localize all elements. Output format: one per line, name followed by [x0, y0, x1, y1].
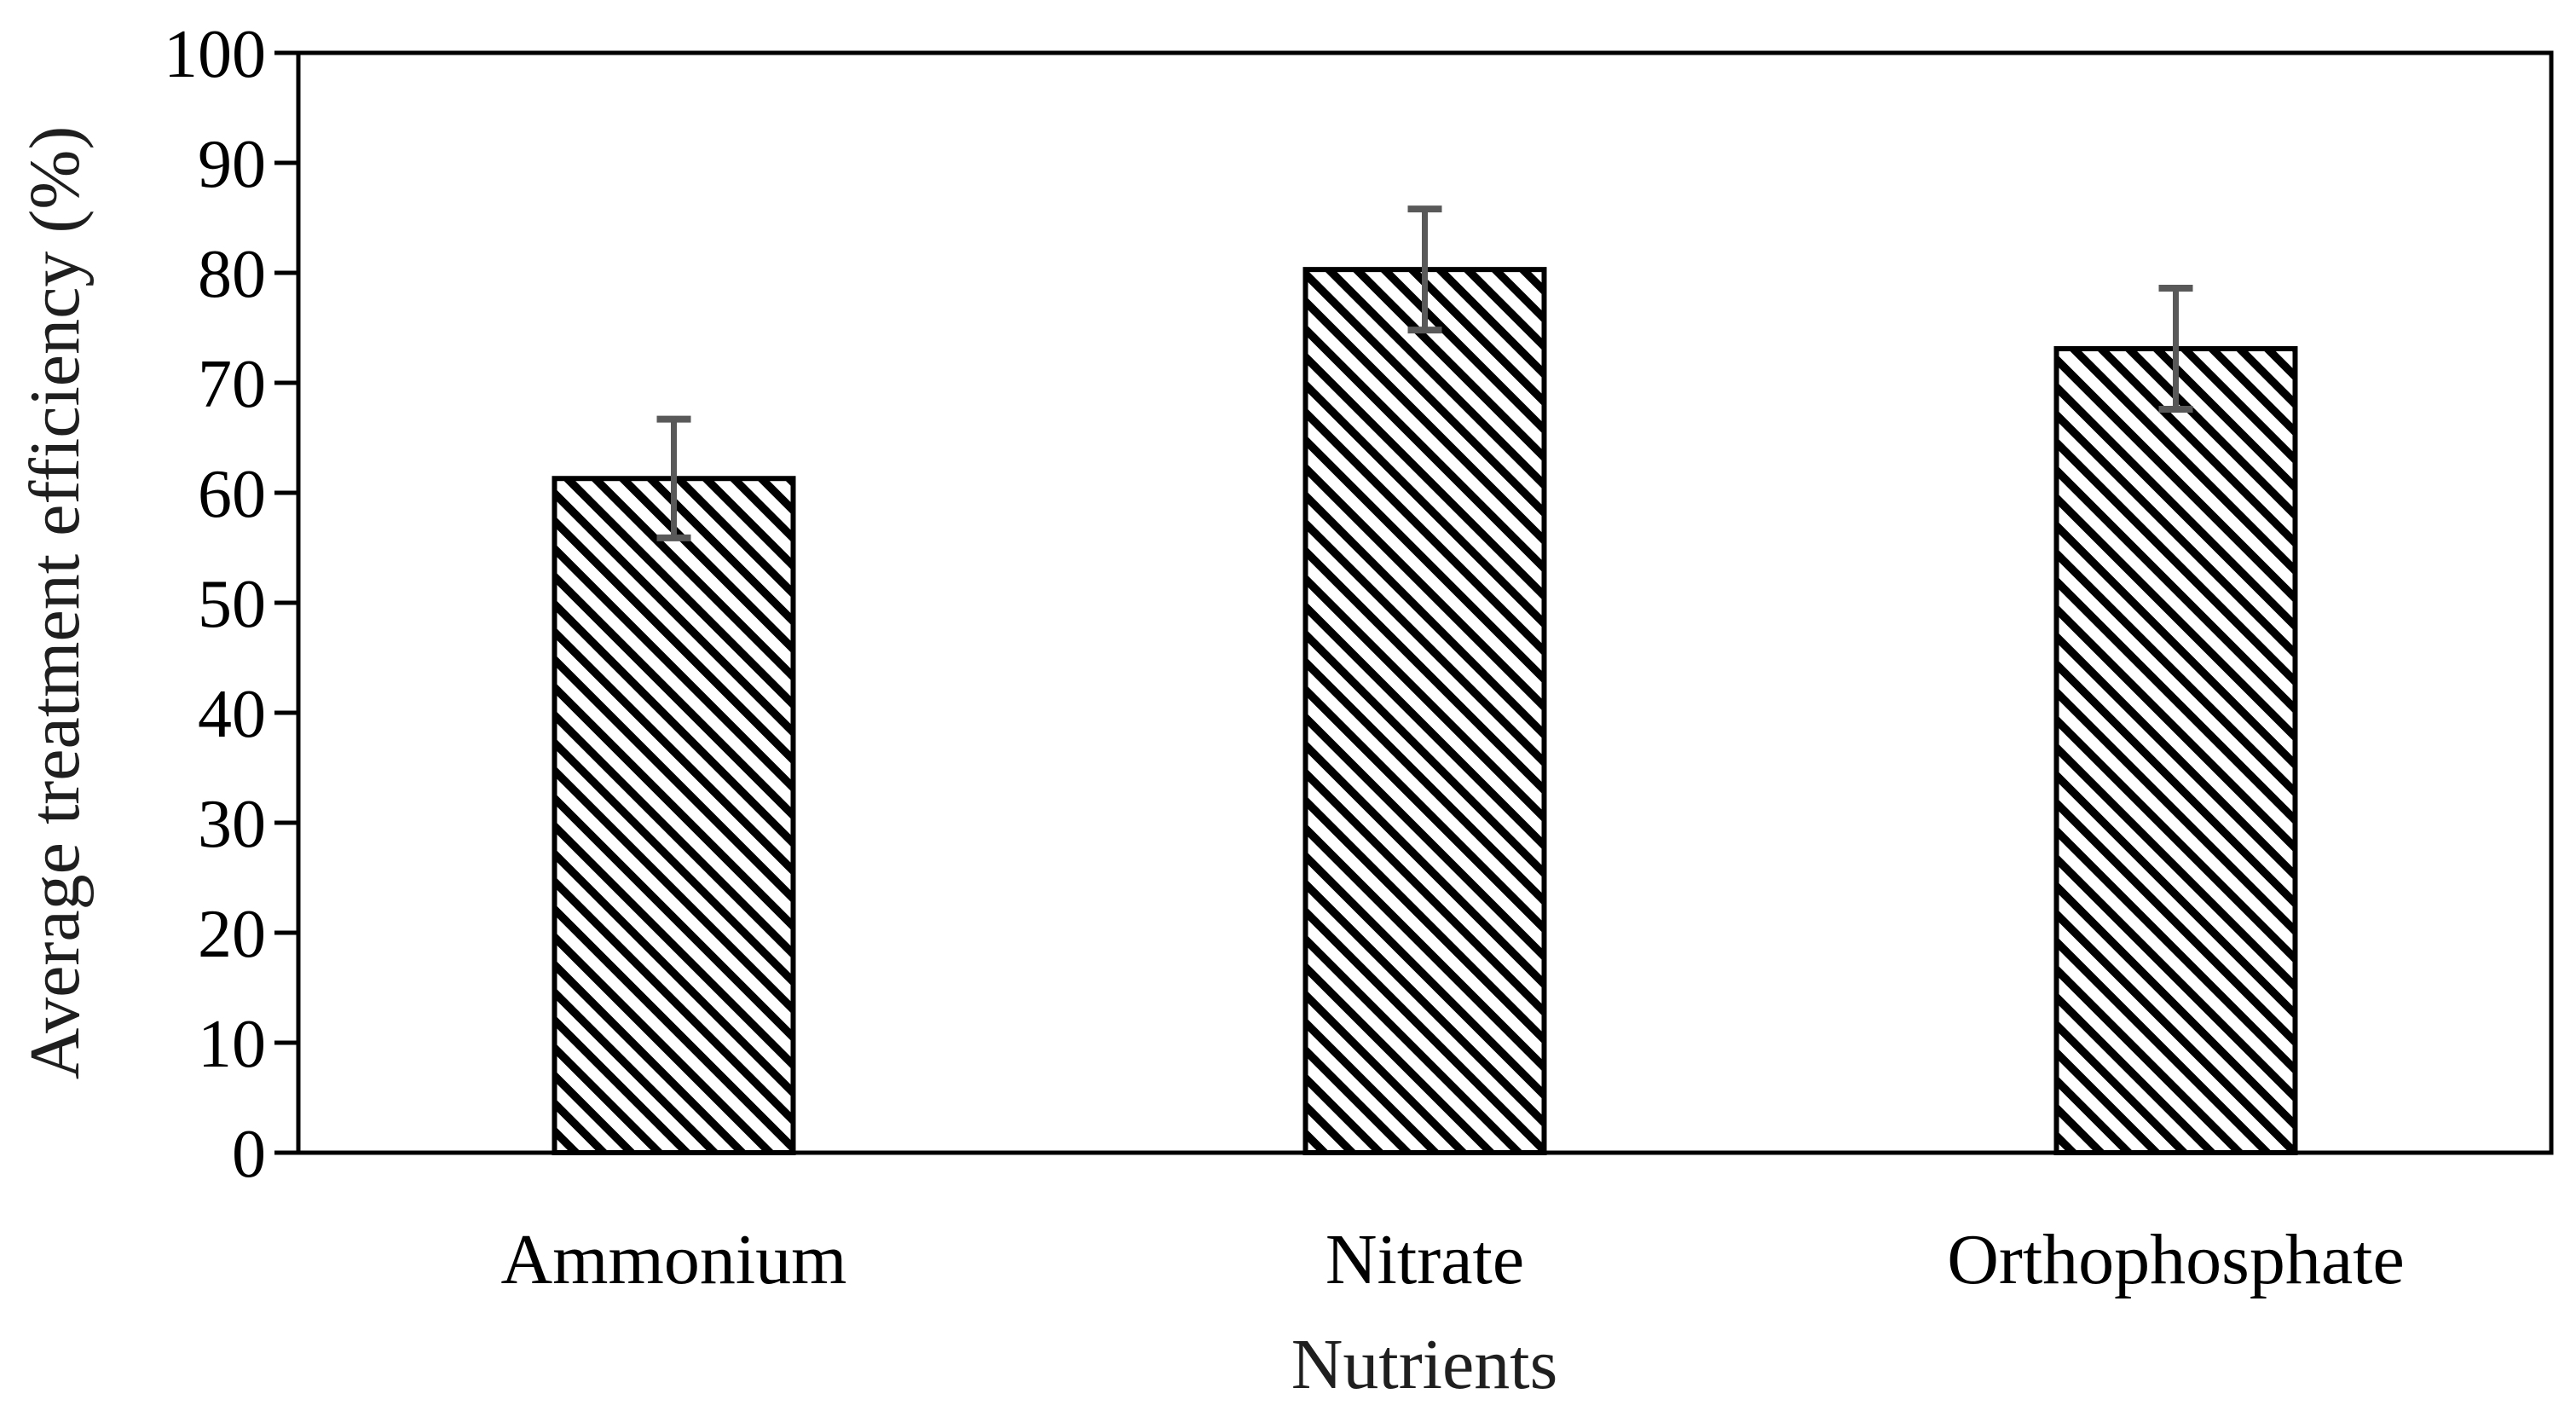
y-tick-label-80: 80 [198, 237, 266, 312]
y-tick-label-20: 20 [198, 897, 266, 972]
y-tick-label-0: 0 [232, 1117, 266, 1192]
bar-nitrate [1302, 267, 1547, 1155]
y-tick-label-70: 70 [198, 347, 266, 422]
x-category-label-orthophosphate: Orthophosphate [1947, 1220, 2405, 1299]
y-tick-label-90: 90 [198, 127, 266, 202]
plot-area: 0 10 20 30 40 50 60 70 80 90 100 Ammonium Nitrate Ort… [164, 17, 2554, 1299]
bar-orthophosphate [2053, 346, 2298, 1155]
y-tick-label-40: 40 [198, 677, 266, 752]
bar-ammonium [552, 476, 796, 1155]
y-tick-label-100: 100 [164, 17, 266, 92]
x-category-label-ammonium: Ammonium [500, 1220, 846, 1299]
y-tick-label-10: 10 [198, 1007, 266, 1082]
y-axis-title: Average treatment efficiency (%) [15, 126, 95, 1080]
y-tick-label-60: 60 [198, 457, 266, 532]
y-tick-label-30: 30 [198, 787, 266, 862]
x-category-label-nitrate: Nitrate [1326, 1220, 1524, 1299]
x-axis-title: Nutrients [1291, 1325, 1558, 1404]
y-tick-label-50: 50 [198, 567, 266, 642]
